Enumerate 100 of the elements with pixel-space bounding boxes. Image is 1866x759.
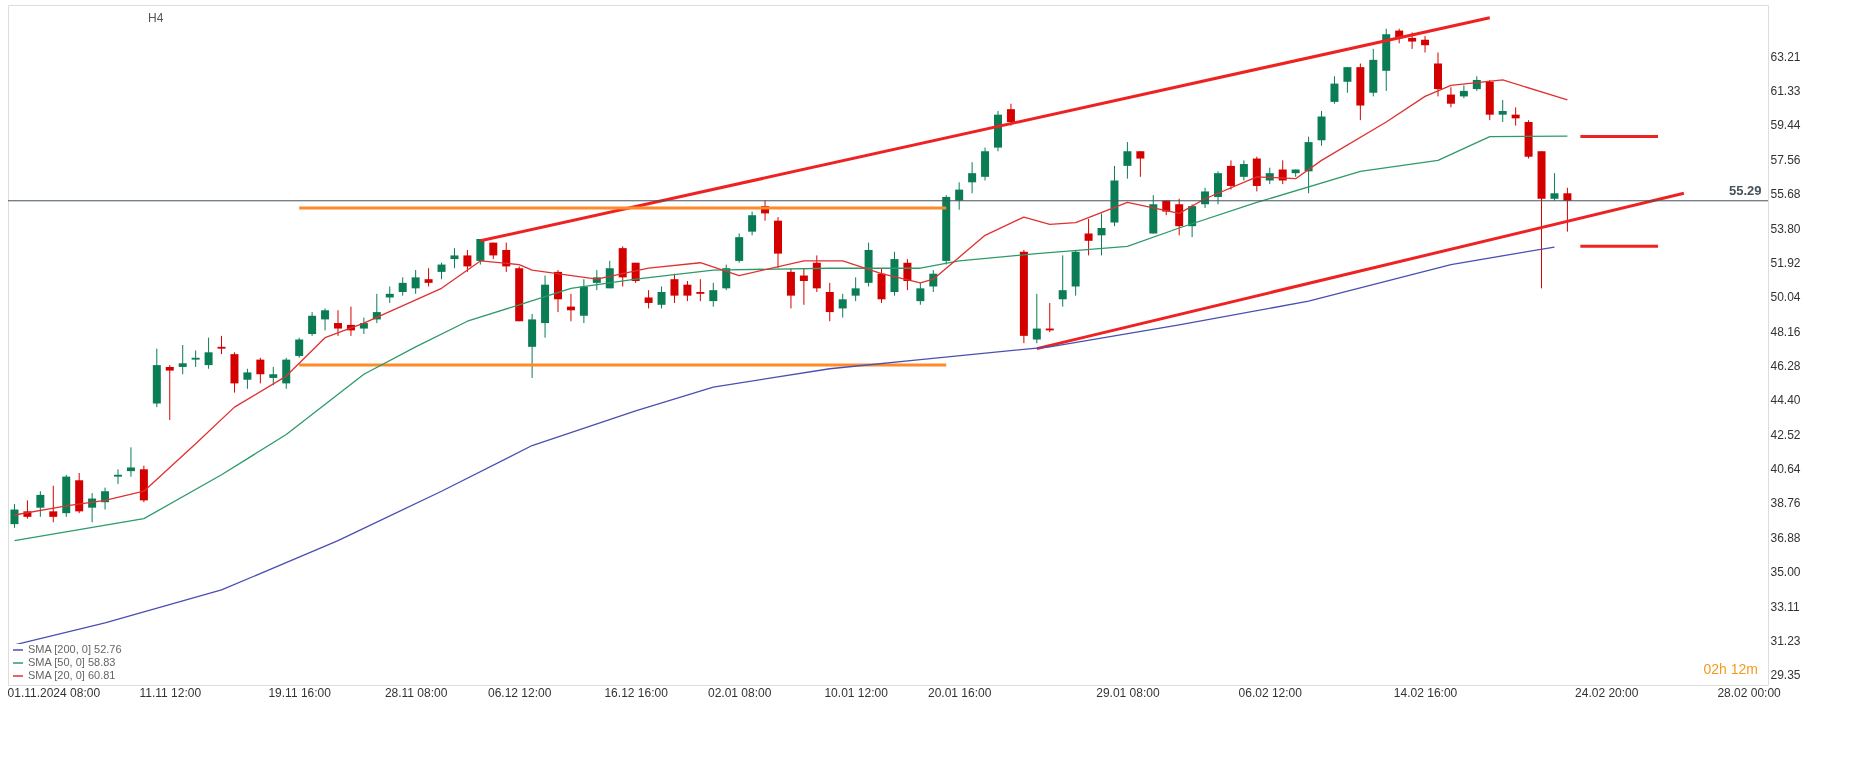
candlestick	[696, 278, 705, 302]
candlestick	[786, 267, 795, 309]
candlestick	[424, 267, 433, 288]
candlestick	[114, 468, 122, 485]
legend-label: SMA [200, 0] 52.76	[28, 643, 122, 655]
x-tick-label: 06.02 12:00	[1238, 685, 1303, 700]
y-tick-label: 35.00	[1770, 565, 1801, 580]
y-tick-label: 31.23	[1770, 634, 1801, 649]
candlestick	[1058, 254, 1067, 308]
candlestick	[1343, 66, 1352, 94]
annotation: 02h 12m	[1703, 661, 1758, 677]
candlestick	[282, 357, 291, 390]
annotation: H4	[148, 11, 164, 25]
candlestick	[1550, 172, 1559, 202]
candlestick	[126, 446, 135, 478]
candlestick	[657, 286, 666, 309]
candlestick	[1459, 84, 1468, 99]
candlestick	[1136, 150, 1145, 178]
candlestick	[204, 337, 213, 370]
x-tick-label: 16.12 16:00	[604, 685, 669, 700]
candlestick	[165, 364, 174, 421]
x-tick-label: 20.01 16:00	[927, 685, 992, 700]
candlestick	[450, 247, 459, 269]
candlestick	[916, 282, 925, 306]
x-tick-label: 14.02 16:00	[1393, 685, 1458, 700]
candlestick	[1239, 159, 1248, 181]
x-tick-label: 29.01 08:00	[1096, 685, 1160, 700]
candlestick	[1097, 212, 1106, 256]
candlestick	[644, 289, 653, 309]
candlestick	[1214, 170, 1222, 205]
candlestick	[1563, 187, 1572, 233]
x-tick-label: 06.12 12:00	[487, 685, 552, 700]
candlestick	[1421, 35, 1430, 54]
candlestick	[398, 276, 407, 297]
y-tick-label: 59.44	[1770, 118, 1801, 133]
candlestick	[1084, 218, 1093, 256]
y-tick-label: 29.35	[1770, 668, 1801, 683]
candlestick	[359, 317, 368, 335]
y-tick-label: 63.21	[1770, 49, 1801, 64]
candlestick	[1175, 198, 1184, 236]
candlestick	[683, 280, 692, 302]
x-tick-label: 11.11 12:00	[139, 685, 202, 700]
y-tick-label: 38.76	[1770, 496, 1801, 511]
candlestick	[334, 309, 342, 337]
candlestick	[838, 293, 847, 319]
y-tick-label: 50.04	[1770, 290, 1801, 305]
x-tick-label: 28.11 08:00	[384, 685, 448, 700]
x-tick-label: 28.02 00:00	[1717, 685, 1782, 700]
y-tick-label: 55.68	[1770, 187, 1801, 202]
y-tick-label: 44.40	[1770, 393, 1801, 408]
legend-label: SMA [20, 0] 60.81	[28, 669, 116, 681]
candlestick	[851, 276, 860, 302]
y-tick-label: 48.16	[1770, 324, 1801, 339]
x-tick-label: 19.11 16:00	[268, 685, 332, 700]
candlestick	[217, 335, 226, 355]
y-tick-label: 33.11	[1770, 599, 1800, 614]
candlestick	[709, 282, 718, 308]
candlestick	[1123, 141, 1132, 180]
y-tick-label: 42.52	[1770, 427, 1801, 442]
y-tick-label: 46.28	[1770, 358, 1801, 373]
candlestick	[748, 211, 757, 236]
y-tick-label: 36.88	[1770, 530, 1801, 545]
candlestick	[411, 269, 420, 295]
candlestick	[36, 490, 45, 518]
candlestick	[463, 249, 472, 273]
candlestick	[799, 267, 808, 306]
x-tick-label: 02.01 08:00	[707, 685, 772, 700]
candlestick	[308, 311, 317, 337]
candlestick	[670, 273, 679, 304]
candlestick	[1226, 159, 1235, 191]
line-series	[13, 135, 1569, 542]
candlestick	[1330, 75, 1339, 105]
x-tick-label: 10.01 12:00	[824, 685, 889, 700]
candlestick	[295, 337, 304, 359]
x-tick-label: 01.11.2024 08:00	[7, 685, 101, 700]
candlestick	[1032, 293, 1041, 344]
legend-label: SMA [50, 0] 58.83	[28, 656, 116, 668]
candlestick	[735, 232, 744, 264]
y-tick-label: 40.64	[1770, 462, 1801, 477]
candlestick	[49, 485, 58, 523]
candlestick	[269, 366, 278, 386]
y-tick-label: 61.33	[1770, 83, 1801, 98]
candlestick	[321, 307, 330, 331]
candlestick	[178, 344, 187, 375]
candlestick	[955, 181, 964, 211]
candlestick	[1498, 99, 1507, 123]
candlestick	[825, 282, 834, 322]
candlestick	[243, 368, 252, 390]
candlestick	[10, 503, 19, 529]
candlestick	[1317, 110, 1326, 147]
ref-line-label: 55.29	[1728, 182, 1762, 198]
x-tick-label: 24.02 20:00	[1575, 685, 1639, 700]
candlestick	[191, 349, 200, 368]
candlestick	[1446, 86, 1455, 108]
y-tick-label: 57.56	[1770, 152, 1801, 167]
y-tick-label: 53.80	[1770, 221, 1801, 236]
candlestick	[968, 161, 977, 194]
candlestick	[1408, 31, 1417, 50]
y-tick-label: 51.92	[1770, 255, 1801, 270]
candlestick	[256, 357, 265, 384]
